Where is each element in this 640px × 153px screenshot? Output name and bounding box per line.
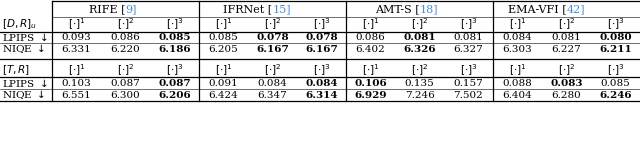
Text: 6.331: 6.331 [61, 45, 92, 54]
Text: $[\cdot]^1$: $[\cdot]^1$ [362, 17, 380, 32]
Text: 6.929: 6.929 [355, 91, 387, 99]
Text: $[\cdot]^1$: $[\cdot]^1$ [215, 62, 232, 78]
Text: 6.404: 6.404 [502, 91, 532, 99]
Text: 18]: 18] [419, 4, 438, 14]
Text: 0.087: 0.087 [158, 78, 191, 88]
Text: 0.084: 0.084 [258, 78, 287, 88]
Text: NIQE $\downarrow$: NIQE $\downarrow$ [2, 43, 45, 55]
Text: $[\cdot]^3$: $[\cdot]^3$ [607, 62, 624, 78]
Text: 0.084: 0.084 [305, 78, 338, 88]
Text: 6.211: 6.211 [599, 45, 632, 54]
Text: 6.186: 6.186 [158, 45, 191, 54]
Text: 7.502: 7.502 [454, 91, 483, 99]
Text: 0.157: 0.157 [454, 78, 483, 88]
Text: 0.088: 0.088 [502, 78, 532, 88]
Text: 6.551: 6.551 [61, 91, 92, 99]
Text: 0.081: 0.081 [552, 33, 581, 42]
Text: NIQE $\downarrow$: NIQE $\downarrow$ [2, 89, 45, 101]
Text: 6.205: 6.205 [209, 45, 238, 54]
Text: 7.246: 7.246 [404, 91, 435, 99]
Text: 0.106: 0.106 [354, 78, 387, 88]
Text: 6.314: 6.314 [305, 91, 338, 99]
Text: $[\cdot]^2$: $[\cdot]^2$ [117, 62, 134, 78]
Text: EMA-VFI [: EMA-VFI [ [508, 4, 566, 14]
Text: 0.087: 0.087 [111, 78, 140, 88]
Text: 6.220: 6.220 [111, 45, 140, 54]
Text: 0.081: 0.081 [454, 33, 483, 42]
Text: 0.103: 0.103 [61, 78, 92, 88]
Text: $[\cdot]^2$: $[\cdot]^2$ [264, 17, 281, 32]
Text: 0.081: 0.081 [403, 33, 436, 42]
Text: 6.280: 6.280 [552, 91, 581, 99]
Text: 6.347: 6.347 [258, 91, 287, 99]
Text: $[\cdot]^3$: $[\cdot]^3$ [166, 17, 183, 32]
Text: 6.303: 6.303 [502, 45, 532, 54]
Text: $[\cdot]^2$: $[\cdot]^2$ [264, 62, 281, 78]
Text: LPIPS $\downarrow$: LPIPS $\downarrow$ [2, 77, 48, 89]
Text: $[\cdot]^1$: $[\cdot]^1$ [68, 62, 85, 78]
Text: 6.206: 6.206 [158, 91, 191, 99]
Text: 0.135: 0.135 [404, 78, 435, 88]
Text: $[\cdot]^1$: $[\cdot]^1$ [362, 62, 380, 78]
Text: 0.086: 0.086 [111, 33, 140, 42]
Text: $[\cdot]^1$: $[\cdot]^1$ [509, 62, 526, 78]
Text: 15]: 15] [273, 4, 291, 14]
Text: $[\cdot]^2$: $[\cdot]^2$ [558, 62, 575, 78]
Text: 6.300: 6.300 [111, 91, 140, 99]
Text: 6.167: 6.167 [305, 45, 338, 54]
Text: $[\cdot]^1$: $[\cdot]^1$ [68, 17, 85, 32]
Text: $[D,R]_u$: $[D,R]_u$ [2, 18, 37, 31]
Text: $[\cdot]^1$: $[\cdot]^1$ [509, 17, 526, 32]
Text: LPIPS $\downarrow$: LPIPS $\downarrow$ [2, 32, 48, 43]
Text: 0.085: 0.085 [600, 78, 630, 88]
Text: RIFE [: RIFE [ [89, 4, 125, 14]
Text: $[\cdot]^3$: $[\cdot]^3$ [460, 17, 477, 32]
Text: 6.327: 6.327 [454, 45, 483, 54]
Text: $[\cdot]^3$: $[\cdot]^3$ [313, 62, 330, 78]
Text: 0.085: 0.085 [209, 33, 238, 42]
Text: 6.227: 6.227 [552, 45, 581, 54]
Text: $[\cdot]^3$: $[\cdot]^3$ [313, 17, 330, 32]
Text: 6.402: 6.402 [356, 45, 385, 54]
Text: 6.424: 6.424 [209, 91, 238, 99]
Text: $[\cdot]^2$: $[\cdot]^2$ [411, 17, 428, 32]
Text: 0.084: 0.084 [502, 33, 532, 42]
Text: $[\cdot]^3$: $[\cdot]^3$ [607, 17, 624, 32]
Text: $[\cdot]^1$: $[\cdot]^1$ [215, 17, 232, 32]
Text: $[\cdot]^3$: $[\cdot]^3$ [166, 62, 183, 78]
Text: 0.093: 0.093 [61, 33, 92, 42]
Text: 0.080: 0.080 [599, 33, 632, 42]
Text: 0.091: 0.091 [209, 78, 238, 88]
Text: 0.078: 0.078 [305, 33, 338, 42]
Text: 9]: 9] [125, 4, 137, 14]
Text: AMT-S [: AMT-S [ [375, 4, 419, 14]
Text: $[\cdot]^2$: $[\cdot]^2$ [117, 17, 134, 32]
Text: $[\cdot]^2$: $[\cdot]^2$ [411, 62, 428, 78]
Text: $[\cdot]^3$: $[\cdot]^3$ [460, 62, 477, 78]
Text: 0.085: 0.085 [158, 33, 191, 42]
Text: $[T,R]$: $[T,R]$ [2, 63, 30, 77]
Text: IFRNet [: IFRNet [ [223, 4, 273, 14]
Text: $[\cdot]^2$: $[\cdot]^2$ [558, 17, 575, 32]
Text: 6.246: 6.246 [599, 91, 632, 99]
Text: 6.326: 6.326 [403, 45, 436, 54]
Text: 0.078: 0.078 [256, 33, 289, 42]
Text: 0.083: 0.083 [550, 78, 583, 88]
Text: 42]: 42] [566, 4, 585, 14]
Text: 0.086: 0.086 [356, 33, 385, 42]
Text: 6.167: 6.167 [256, 45, 289, 54]
